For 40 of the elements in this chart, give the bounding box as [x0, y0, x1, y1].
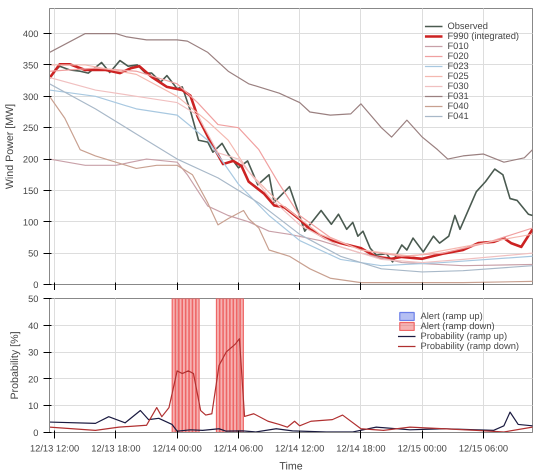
y-tick-label: 30: [28, 348, 39, 358]
x-axis-title: Time: [279, 460, 303, 472]
y-tick-label: 350: [22, 60, 39, 70]
x-tick-label: 12/14 12:00: [275, 444, 324, 454]
x-tick-label: 12/15 06:00: [458, 444, 508, 454]
y-tick-label: 300: [22, 92, 39, 102]
y-tick-label: 0: [33, 428, 39, 438]
y-tick-label: 50: [28, 294, 39, 304]
legend-label: F040: [447, 101, 469, 111]
legend-label: F041: [447, 111, 469, 121]
x-tick-label: 12/14 00:00: [152, 444, 202, 454]
x-tick-label: 12/15 00:00: [398, 444, 447, 454]
legend-label: F010: [447, 41, 469, 51]
legend-label: F030: [447, 81, 469, 91]
legend-label: F025: [447, 71, 469, 81]
x-tick-label: 12/14 18:00: [336, 444, 386, 454]
legend-label: Alert (ramp up): [420, 311, 483, 321]
legend-label: Observed: [447, 21, 488, 31]
y-tick-label: 20: [28, 374, 39, 384]
y-tick-label: 40: [28, 320, 39, 331]
x-tick-label: 12/13 12:00: [30, 444, 80, 454]
legend-label: F990 (integrated): [447, 31, 519, 41]
legend-label: F023: [447, 61, 469, 71]
y-tick-label: 400: [22, 29, 39, 40]
x-tick-label: 12/13 18:00: [91, 444, 141, 454]
legend-label: F031: [447, 91, 469, 101]
y-axis-title: Probability [%]: [9, 331, 22, 400]
y-tick-label: 100: [22, 217, 39, 228]
y-tick-label: 150: [22, 186, 39, 196]
y-tick-label: 250: [22, 123, 39, 134]
y-tick-label: 50: [28, 248, 39, 259]
y-tick-label: 0: [33, 280, 39, 290]
x-tick-label: 12/14 06:00: [214, 444, 264, 454]
legend-label: Alert (ramp down): [420, 321, 495, 331]
y-tick-label: 200: [22, 154, 39, 165]
y-tick-label: 10: [28, 401, 39, 412]
y-axis-title: Wind Power [MW]: [4, 104, 16, 190]
legend-label: Probability (ramp up): [420, 331, 508, 341]
legend-label: F020: [447, 51, 469, 61]
legend-label: Probability (ramp down): [420, 341, 519, 351]
